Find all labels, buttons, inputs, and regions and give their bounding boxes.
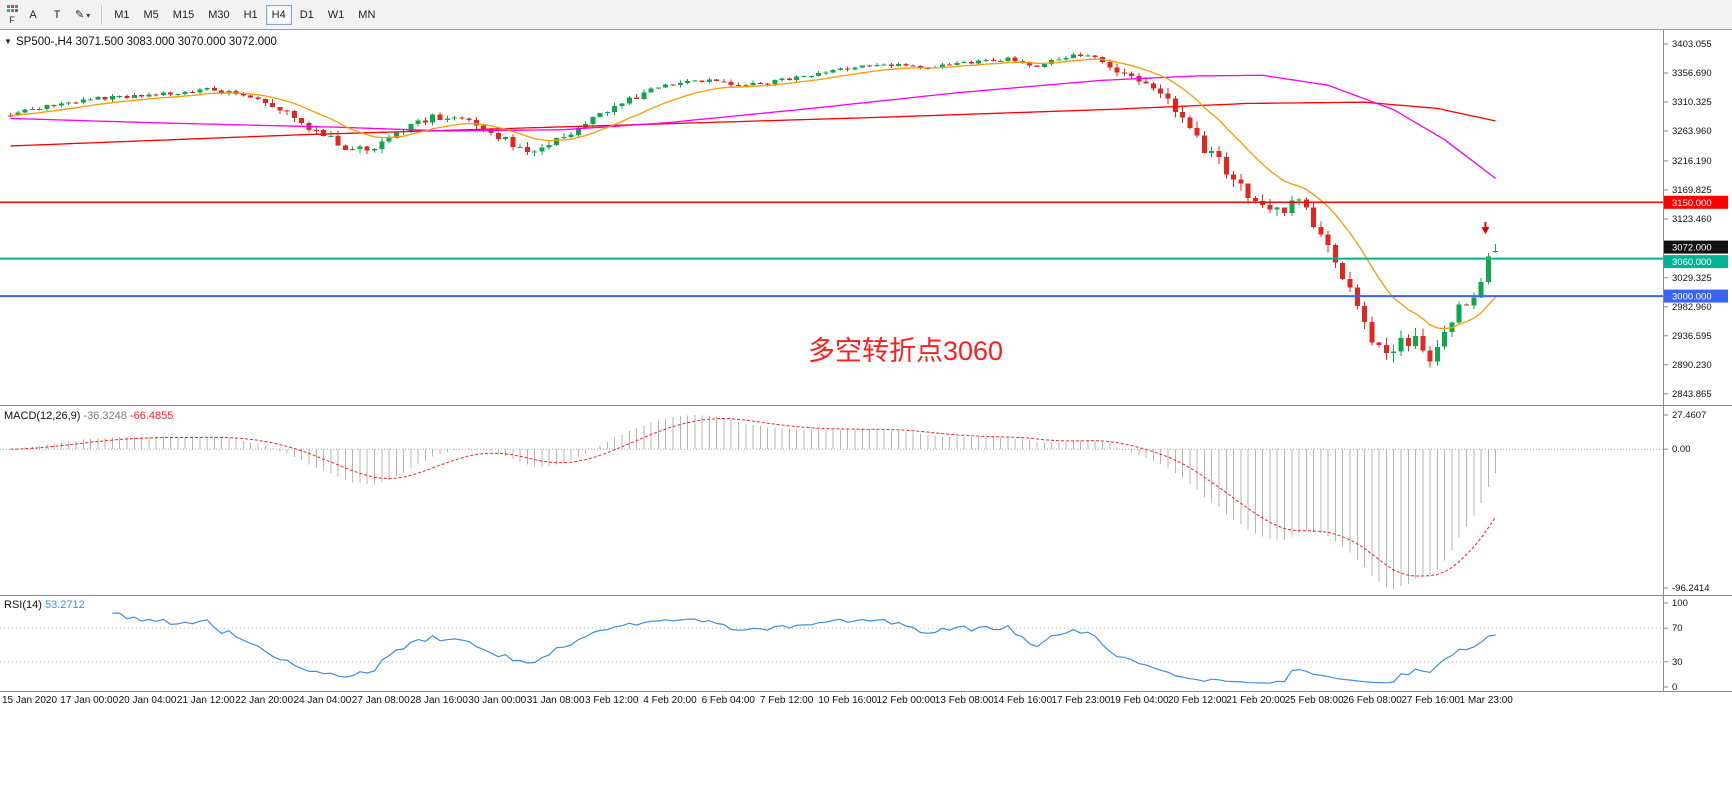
rsi-axis[interactable]: 100 70 30 0 bbox=[1663, 595, 1688, 691]
grid-icon bbox=[7, 5, 18, 12]
rsi-label: RSI(14) 53.2712 bbox=[4, 599, 85, 611]
time-label: 13 Feb 08:00 bbox=[934, 695, 994, 706]
time-label: 10 Feb 16:00 bbox=[818, 695, 878, 706]
toolbar-separator bbox=[101, 4, 103, 25]
sell-arrow-marker[interactable] bbox=[1481, 222, 1490, 235]
chart-annotation[interactable]: 多空转折点3060 bbox=[808, 336, 1003, 366]
ma-fast-line bbox=[10, 58, 1497, 330]
time-label: 27 Feb 16:00 bbox=[1401, 695, 1461, 706]
time-label: 20 Feb 12:00 bbox=[1168, 695, 1227, 706]
svg-text:3000.000: 3000.000 bbox=[1672, 292, 1712, 303]
svg-text:-96.2414: -96.2414 bbox=[1672, 583, 1710, 594]
price-badge-3150.000: 3150.000 bbox=[1664, 195, 1728, 209]
time-label: 26 Feb 08:00 bbox=[1342, 695, 1402, 706]
macd-axis[interactable]: 27.4607 0.00 -96.2414 bbox=[1663, 405, 1710, 595]
price-chart[interactable]: 多空转折点3060 3403.055 3356.690 3310.325 3263.96… bbox=[0, 30, 1732, 405]
bid-price-badge: 3072.000 bbox=[1664, 240, 1728, 254]
draw-tool-button[interactable]: ✎ ▾ bbox=[70, 4, 95, 26]
candles bbox=[8, 52, 1499, 368]
timeframe-H1[interactable]: H1 bbox=[238, 5, 264, 25]
collapse-triangle-icon[interactable]: ▼ bbox=[4, 37, 12, 46]
svg-text:3169.825: 3169.825 bbox=[1672, 185, 1712, 196]
price-badge-3000.000: 3000.000 bbox=[1664, 289, 1728, 303]
time-label: 14 Feb 16:00 bbox=[993, 695, 1053, 706]
rsi-panel[interactable]: 100 70 30 0 RSI(14) 53.2712 bbox=[0, 595, 1732, 691]
cursor-tool-button[interactable]: A bbox=[22, 4, 44, 26]
svg-text:3263.960: 3263.960 bbox=[1672, 126, 1712, 137]
macd-panel[interactable]: 27.4607 0.00 -96.2414 MACD(12,26,9) -36.324… bbox=[0, 405, 1732, 595]
time-label: 19 Feb 04:00 bbox=[1109, 695, 1169, 706]
svg-text:2890.230: 2890.230 bbox=[1672, 360, 1712, 371]
pencil-icon: ✎ bbox=[75, 9, 85, 21]
time-label: 6 Feb 04:00 bbox=[701, 695, 755, 706]
top-toolbar: F A T ✎ ▾ M1 M5 M15 M30 H1 H4 D1 W1 MN bbox=[0, 0, 1732, 30]
time-label: 17 Feb 23:00 bbox=[1051, 695, 1111, 706]
time-label: 21 Jan 12:00 bbox=[176, 695, 235, 706]
timeframe-H4[interactable]: H4 bbox=[265, 4, 292, 25]
time-label: 12 Feb 00:00 bbox=[876, 695, 936, 706]
time-label: 21 Feb 20:00 bbox=[1226, 695, 1286, 706]
svg-text:70: 70 bbox=[1672, 623, 1683, 634]
time-label: 25 Feb 08:00 bbox=[1284, 695, 1344, 706]
chevron-down-icon: ▾ bbox=[86, 11, 91, 20]
time-label: 30 Jan 00:00 bbox=[468, 695, 527, 706]
svg-text:2936.595: 2936.595 bbox=[1672, 331, 1712, 342]
svg-text:3072.000: 3072.000 bbox=[1672, 243, 1712, 254]
svg-text:3356.690: 3356.690 bbox=[1672, 68, 1712, 79]
ma-slow-line bbox=[10, 101, 1496, 147]
timeframe-M30[interactable]: M30 bbox=[202, 5, 235, 25]
timeframe-D1[interactable]: D1 bbox=[294, 5, 320, 25]
time-label: 22 Jan 20:00 bbox=[235, 695, 294, 706]
time-label: 3 Feb 12:00 bbox=[585, 695, 639, 706]
svg-text:2843.865: 2843.865 bbox=[1672, 389, 1712, 400]
time-label: 4 Feb 20:00 bbox=[643, 695, 697, 706]
svg-text:100: 100 bbox=[1672, 598, 1688, 609]
timeframe-M5[interactable]: M5 bbox=[138, 5, 165, 25]
time-label: 27 Jan 08:00 bbox=[351, 695, 410, 706]
svg-text:0.00: 0.00 bbox=[1672, 444, 1691, 455]
svg-text:2982.960: 2982.960 bbox=[1672, 302, 1712, 313]
svg-text:3150.000: 3150.000 bbox=[1672, 198, 1712, 209]
svg-text:3216.190: 3216.190 bbox=[1672, 156, 1712, 167]
macd-label: MACD(12,26,9) -36.3248 -66.4855 bbox=[4, 410, 173, 422]
svg-text:3310.325: 3310.325 bbox=[1672, 97, 1712, 108]
text-tool-button[interactable]: T bbox=[46, 4, 68, 26]
svg-text:30: 30 bbox=[1672, 657, 1683, 668]
time-label: 31 Jan 08:00 bbox=[526, 695, 585, 706]
price-badge-3060.000: 3060.000 bbox=[1664, 255, 1728, 269]
toolbar-grip[interactable]: F bbox=[3, 4, 21, 25]
price-axis[interactable]: 3403.055 3356.690 3310.325 3263.960 3216.190… bbox=[1663, 30, 1728, 405]
time-label: 1 Mar 23:00 bbox=[1459, 695, 1513, 706]
timeframe-group: M1 M5 M15 M30 H1 H4 D1 W1 MN bbox=[107, 4, 382, 25]
macd-signal-line bbox=[10, 417, 1497, 577]
time-label: 17 Jan 00:00 bbox=[60, 695, 119, 706]
time-label: 20 Jan 04:00 bbox=[118, 695, 177, 706]
macd-histogram bbox=[17, 415, 1497, 589]
timeframe-MN[interactable]: MN bbox=[352, 5, 381, 25]
svg-text:0: 0 bbox=[1672, 682, 1677, 691]
svg-text:27.4607: 27.4607 bbox=[1672, 410, 1706, 421]
timeframe-M15[interactable]: M15 bbox=[167, 5, 200, 25]
symbol-ohlc-label: SP500-,H4 3071.500 3083.000 3070.000 307… bbox=[16, 36, 277, 48]
svg-text:3123.460: 3123.460 bbox=[1672, 214, 1712, 225]
ma-mid-line bbox=[10, 74, 1496, 180]
time-axis[interactable]: 15 Jan 2020 17 Jan 00:00 20 Jan 04:00 21 Ja… bbox=[0, 691, 1732, 710]
rsi-line bbox=[112, 612, 1496, 684]
timeframe-M1[interactable]: M1 bbox=[108, 5, 135, 25]
time-label: 24 Jan 04:00 bbox=[293, 695, 352, 706]
svg-text:3029.325: 3029.325 bbox=[1672, 273, 1712, 284]
toolbar-f-label: F bbox=[9, 15, 15, 25]
time-label: 28 Jan 16:00 bbox=[410, 695, 468, 706]
timeframe-W1[interactable]: W1 bbox=[322, 5, 351, 25]
svg-text:3403.055: 3403.055 bbox=[1672, 39, 1712, 50]
time-label: 7 Feb 12:00 bbox=[759, 695, 814, 706]
svg-text:3060.000: 3060.000 bbox=[1672, 257, 1712, 268]
time-label: 15 Jan 2020 bbox=[2, 695, 58, 706]
